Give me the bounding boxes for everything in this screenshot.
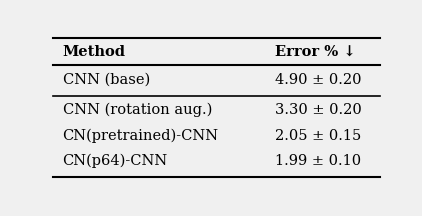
Text: CNN (rotation aug.): CNN (rotation aug.): [62, 103, 212, 117]
Text: Method: Method: [62, 45, 126, 59]
Text: CNN (base): CNN (base): [62, 73, 150, 87]
Text: CN(p64)-CNN: CN(p64)-CNN: [62, 154, 168, 168]
Text: 3.30 ± 0.20: 3.30 ± 0.20: [275, 103, 362, 117]
Text: Error % ↓: Error % ↓: [275, 45, 356, 59]
Text: 2.05 ± 0.15: 2.05 ± 0.15: [275, 129, 361, 143]
Text: CN(pretrained)-CNN: CN(pretrained)-CNN: [62, 128, 219, 143]
Text: 1.99 ± 0.10: 1.99 ± 0.10: [275, 154, 361, 168]
Text: 4.90 ± 0.20: 4.90 ± 0.20: [275, 73, 362, 87]
